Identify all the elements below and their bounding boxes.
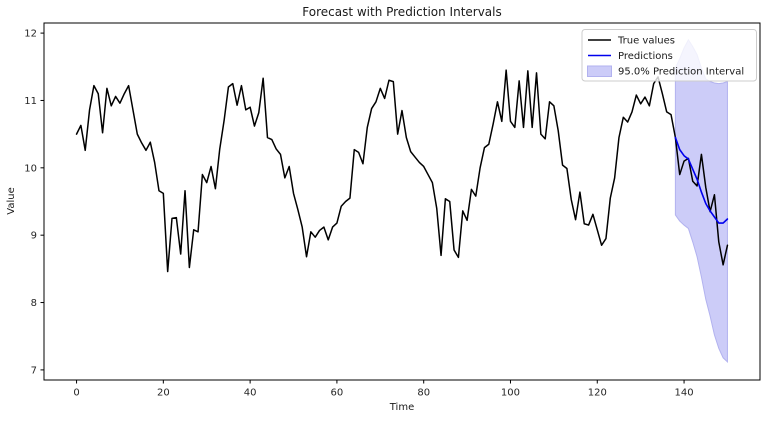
x-tick-label: 60 [331,388,344,399]
x-tick-label: 140 [675,388,694,399]
x-axis-label: Time [389,402,414,413]
x-tick-label: 80 [417,388,430,399]
legend: True values Predictions 95.0% Prediction… [581,29,757,82]
x-axis-ticks: 0 20 40 60 80 100 120 140 [73,380,694,399]
legend-box [581,29,757,82]
y-tick-label: 9 [31,231,37,242]
legend-true-values-label: True values [617,36,675,47]
x-tick-label: 100 [501,388,520,399]
y-tick-label: 12 [24,29,37,40]
x-tick-label: 120 [588,388,607,399]
y-tick-label: 11 [24,96,37,107]
chart-title: Forecast with Prediction Intervals [302,5,502,19]
x-tick-label: 40 [244,388,257,399]
y-tick-label: 7 [31,365,37,376]
y-axis-ticks: 7 8 9 10 11 12 [24,29,44,376]
predictions-line [674,136,729,224]
y-tick-label: 10 [24,163,37,174]
x-tick-label: 20 [157,388,170,399]
true-values-line [75,69,729,273]
legend-interval-sample-patch [587,65,612,77]
x-tick-label: 0 [73,388,79,399]
y-axis-label: Value [6,187,17,214]
legend-predictions-label: Predictions [618,51,673,62]
y-tick-label: 8 [31,298,37,309]
legend-interval-label: 95.0% Prediction Interval [618,67,744,78]
